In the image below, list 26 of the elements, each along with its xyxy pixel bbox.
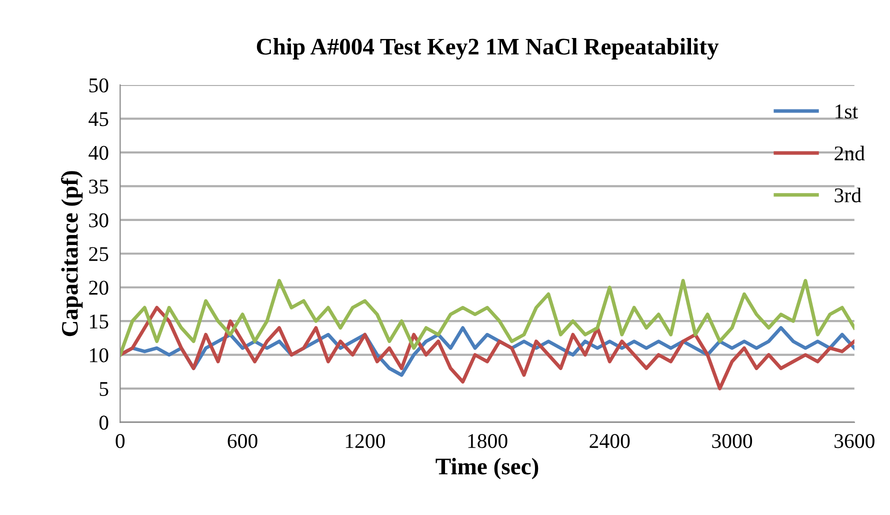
line-series [120,306,854,390]
chart-title: Chip A#004 Test Key2 1M NaCl Repeatability [256,38,719,60]
y-tick-label: 40 [88,146,108,160]
x-axis-title: Time (sec) [436,458,538,480]
y-tick-label: 5 [100,382,108,396]
x-tick-label: 1200 [346,434,385,448]
x-tick-label: 3600 [834,434,874,448]
y-axis-title: Capacitance (pf) [61,171,83,336]
y-tick-label: 45 [88,112,108,126]
x-tick-label: 0 [116,434,125,448]
legend-label: 3rd [834,188,862,202]
y-tick-label: 30 [89,213,108,228]
legend-label: 1st [836,104,858,119]
line-series [120,278,854,357]
x-tick-label: 1800 [468,434,508,448]
y-tick-label: 0 [99,416,108,430]
x-tick-label: 2400 [590,434,630,448]
y-tick-label: 15 [90,314,108,329]
y-tick-label: 35 [89,180,108,194]
y-tick-label: 10 [90,348,108,362]
y-tick-label: 50 [89,78,108,92]
x-tick-label: 600 [228,434,258,448]
y-tick-label: 20 [89,280,108,295]
legend-label: 2nd [834,146,865,160]
x-tick-label: 3000 [712,434,752,448]
y-tick-label: 25 [89,247,108,262]
